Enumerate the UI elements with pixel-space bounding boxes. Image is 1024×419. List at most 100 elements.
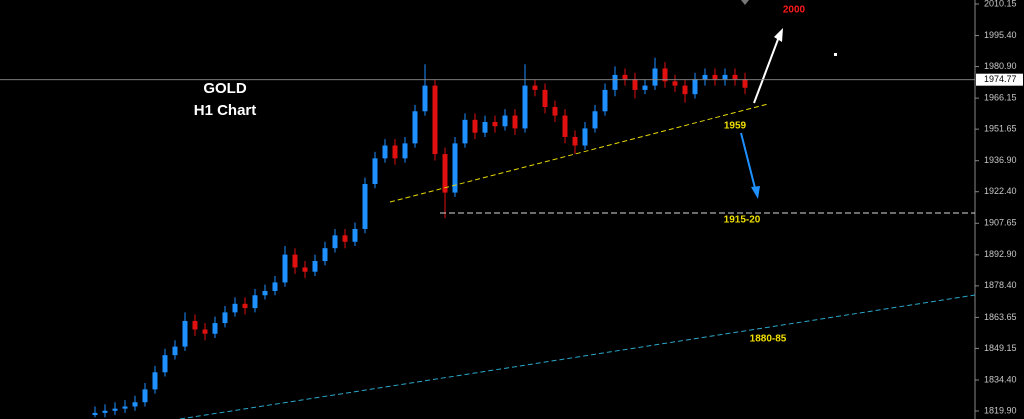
- candle: [422, 64, 428, 116]
- candle-body: [512, 115, 518, 129]
- candle-body: [202, 329, 208, 334]
- candle: [212, 316, 218, 339]
- candle-body: [132, 402, 138, 407]
- candle: [302, 261, 308, 279]
- candle: [602, 83, 608, 116]
- candle-body: [102, 410, 108, 413]
- candle: [92, 406, 98, 418]
- candle: [382, 139, 388, 163]
- scroll-marker: [741, 0, 749, 5]
- chart-title: GOLD: [203, 80, 246, 97]
- candle-body: [612, 74, 618, 90]
- candle: [502, 109, 508, 131]
- candle: [542, 83, 548, 114]
- candle-body: [662, 68, 668, 82]
- candle-body: [692, 79, 698, 95]
- candle-body: [532, 85, 538, 90]
- candle: [322, 241, 328, 266]
- candle: [552, 100, 558, 122]
- candle-body: [252, 295, 258, 309]
- candle-body: [182, 320, 188, 347]
- candle: [452, 136, 458, 197]
- level-label: 1915-20: [724, 215, 761, 226]
- y-tick-label: 1849.15: [984, 343, 1017, 353]
- candle-body: [302, 267, 308, 272]
- candle: [632, 72, 638, 99]
- candle: [442, 147, 448, 219]
- candle-body: [342, 235, 348, 242]
- chart-subtitle: H1 Chart: [194, 102, 257, 119]
- candle: [412, 104, 418, 148]
- candle-body: [372, 158, 378, 185]
- candle-body: [702, 74, 708, 80]
- candle: [522, 64, 528, 133]
- candle: [572, 130, 578, 155]
- candle: [462, 113, 468, 148]
- candle-body: [472, 119, 478, 133]
- candle-body: [482, 121, 488, 133]
- candle-body: [592, 111, 598, 129]
- y-tick-label: 1936.90: [984, 155, 1017, 165]
- candle: [332, 228, 338, 253]
- candle-body: [462, 119, 468, 144]
- candle-body: [142, 389, 148, 403]
- y-tick-label: 2010.15: [984, 0, 1017, 8]
- candle: [392, 139, 398, 165]
- candle: [742, 72, 748, 95]
- y-tick-label: 1863.65: [984, 312, 1017, 322]
- candle-body: [362, 184, 368, 229]
- candle: [492, 115, 498, 133]
- candle-body: [212, 323, 218, 334]
- candle: [122, 400, 128, 413]
- candle: [182, 312, 188, 351]
- candle: [162, 348, 168, 377]
- candle: [272, 276, 278, 296]
- candle: [682, 79, 688, 103]
- candle: [262, 284, 268, 300]
- candle: [222, 305, 228, 328]
- y-tick-label: 1878.40: [984, 280, 1017, 290]
- candle-body: [492, 121, 498, 127]
- candle: [252, 288, 258, 313]
- candle-body: [392, 145, 398, 159]
- candle-body: [262, 290, 268, 296]
- candle-body: [242, 303, 248, 309]
- candle: [722, 68, 728, 86]
- up-arrow: [753, 33, 781, 104]
- level-label: 1959: [724, 121, 747, 132]
- candle: [662, 62, 668, 88]
- y-tick-label: 1951.65: [984, 124, 1017, 134]
- candle-body: [552, 107, 558, 116]
- y-tick-label: 1834.40: [984, 374, 1017, 384]
- candle-body: [312, 261, 318, 272]
- candle-body: [292, 254, 298, 268]
- candle: [712, 68, 718, 86]
- y-tick-label: 1966.15: [984, 93, 1017, 103]
- candle-body: [162, 355, 168, 373]
- support-trendline: [389, 103, 769, 203]
- candle: [402, 136, 408, 163]
- candle: [102, 404, 108, 418]
- candle-body: [742, 79, 748, 88]
- candle: [482, 115, 488, 137]
- candle-body: [582, 128, 588, 146]
- y-tick-label: 1922.40: [984, 186, 1017, 196]
- candle: [132, 395, 138, 411]
- candle-body: [282, 254, 288, 283]
- candle-body: [332, 235, 338, 249]
- candle-body: [452, 143, 458, 193]
- candle-body: [432, 85, 438, 155]
- target-label: 2000: [783, 5, 806, 16]
- candle-body: [712, 74, 718, 80]
- candle: [582, 121, 588, 150]
- candle-body: [422, 85, 428, 112]
- candle-body: [192, 320, 198, 330]
- candle: [112, 402, 118, 416]
- candle: [562, 109, 568, 144]
- candle-body: [172, 346, 178, 356]
- candle-body: [572, 136, 578, 146]
- candle-body: [402, 143, 408, 159]
- plot: [92, 57, 748, 418]
